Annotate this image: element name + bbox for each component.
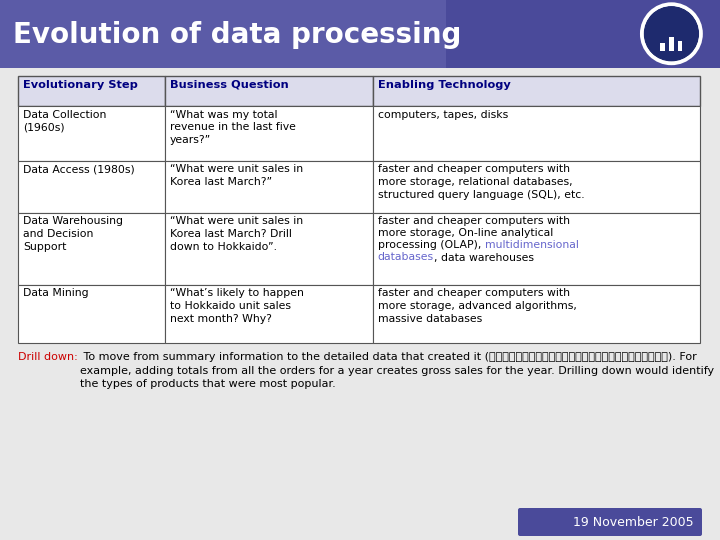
Text: To move from summary information to the detailed data that created it (集計データを集計の: To move from summary information to the … xyxy=(80,353,714,389)
Bar xyxy=(165,105,373,160)
Text: processing (OLAP),: processing (OLAP), xyxy=(377,240,485,251)
Bar xyxy=(660,43,665,51)
Text: faster and cheaper computers with
more storage, advanced algorithms,
massive dat: faster and cheaper computers with more s… xyxy=(377,288,577,324)
Bar xyxy=(18,285,165,342)
Text: Data Access (1980s): Data Access (1980s) xyxy=(23,165,135,174)
Text: Data Mining: Data Mining xyxy=(23,288,89,299)
Bar xyxy=(0,0,446,68)
Text: 19 November 2005: 19 November 2005 xyxy=(573,516,694,529)
Text: more storage, On-line analytical: more storage, On-line analytical xyxy=(377,228,553,239)
Bar xyxy=(373,105,700,160)
Text: Business Question: Business Question xyxy=(170,79,289,90)
Bar xyxy=(18,105,165,160)
Bar xyxy=(18,76,165,105)
Bar xyxy=(678,40,683,51)
Text: Evolution of data processing: Evolution of data processing xyxy=(13,21,462,49)
Bar xyxy=(520,510,700,534)
Bar xyxy=(165,160,373,213)
Bar xyxy=(165,213,373,285)
FancyBboxPatch shape xyxy=(518,508,702,536)
Text: “What were unit sales in
Korea last March? Drill
down to Hokkaido”.: “What were unit sales in Korea last Marc… xyxy=(170,217,302,252)
Text: Evolutionary Step: Evolutionary Step xyxy=(23,79,138,90)
Text: Enabling Technology: Enabling Technology xyxy=(377,79,510,90)
Bar xyxy=(669,37,674,51)
Circle shape xyxy=(642,4,701,63)
Bar xyxy=(373,213,700,285)
Bar xyxy=(165,76,373,105)
Text: Data Warehousing
and Decision
Support: Data Warehousing and Decision Support xyxy=(23,217,123,252)
Bar xyxy=(373,285,700,342)
Text: , data warehouses: , data warehouses xyxy=(433,253,534,262)
Text: faster and cheaper computers with: faster and cheaper computers with xyxy=(377,217,570,226)
Text: Drill down:: Drill down: xyxy=(18,353,78,362)
Circle shape xyxy=(644,6,698,60)
Text: databases: databases xyxy=(377,253,433,262)
Bar xyxy=(165,285,373,342)
Bar xyxy=(18,160,165,213)
Text: multidimensional: multidimensional xyxy=(485,240,578,251)
Text: faster and cheaper computers with
more storage, relational databases,
structured: faster and cheaper computers with more s… xyxy=(377,165,584,200)
Bar xyxy=(373,160,700,213)
Text: Data Collection
(1960s): Data Collection (1960s) xyxy=(23,110,107,132)
Bar xyxy=(18,213,165,285)
Text: “What’s likely to happen
to Hokkaido unit sales
next month? Why?: “What’s likely to happen to Hokkaido uni… xyxy=(170,288,304,324)
Bar xyxy=(373,76,700,105)
Text: computers, tapes, disks: computers, tapes, disks xyxy=(377,110,508,119)
Text: “What was my total
revenue in the last five
years?”: “What was my total revenue in the last f… xyxy=(170,110,295,145)
Text: “What were unit sales in
Korea last March?”: “What were unit sales in Korea last Marc… xyxy=(170,165,302,187)
